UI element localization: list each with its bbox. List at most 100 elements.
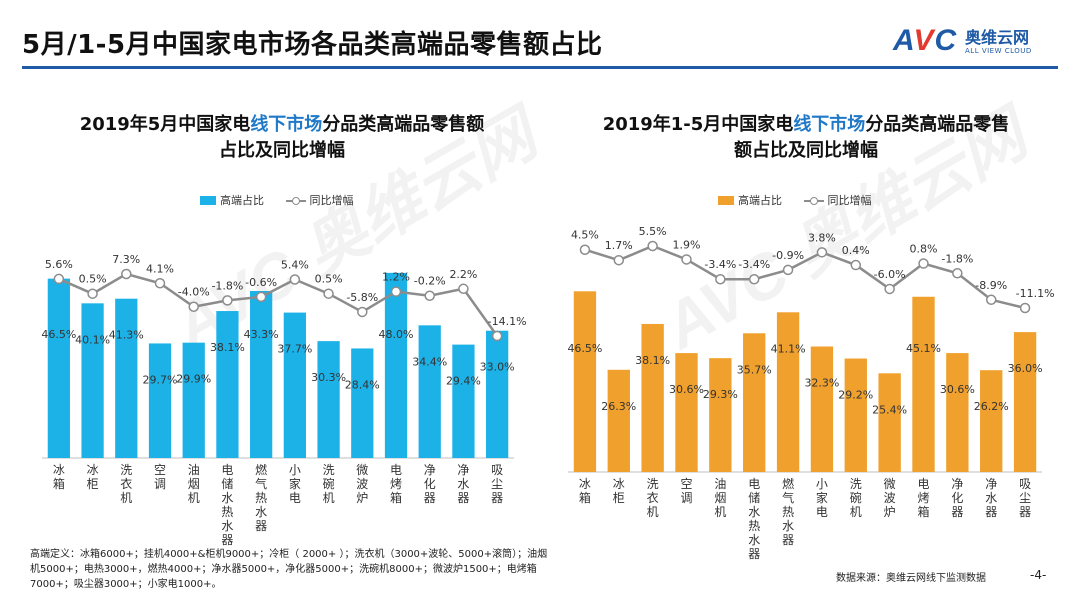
category-label-char: 波: [884, 491, 896, 505]
growth-value-label: -8.9%: [975, 279, 1007, 292]
category-label-char: 空: [154, 463, 166, 477]
category-label-char: 烟: [188, 477, 200, 491]
category-label-char: 器: [748, 547, 760, 561]
growth-value-label: 1.7%: [605, 239, 633, 252]
category-label-char: 净: [985, 477, 997, 491]
legend-swatch: [200, 195, 216, 205]
growth-value-label: 5.5%: [639, 225, 667, 238]
growth-point: [816, 247, 828, 258]
growth-point: [458, 283, 469, 295]
legend-label: 同比增幅: [827, 194, 872, 207]
category-label-char: 机: [714, 505, 726, 519]
category-label-char: 燃: [255, 462, 267, 477]
bar: [384, 272, 408, 458]
category-label: 吸尘器: [491, 463, 503, 505]
bar: [1013, 332, 1037, 472]
category-label-char: 水: [748, 505, 760, 519]
growth-point: [918, 258, 929, 269]
bar: [607, 369, 630, 472]
category-label-char: 洗: [647, 477, 659, 491]
bar: [115, 298, 138, 458]
page-title: 5月/1-5月中国家电市场各品类高端品零售额占比: [22, 30, 603, 60]
category-label-char: 小: [289, 463, 301, 477]
category-label-char: 家: [289, 476, 301, 491]
bar-value-label: 28.4%: [345, 378, 380, 391]
bar: [912, 296, 935, 472]
bar: [81, 303, 104, 458]
growth-point: [255, 291, 267, 303]
bar-value-label: 30.3%: [311, 371, 346, 384]
category-label-char: 热: [748, 519, 760, 533]
category-label-char: 尘: [491, 477, 503, 491]
growth-value-label: 0.5%: [79, 273, 107, 286]
category-label-char: 烟: [714, 491, 726, 505]
growth-value-label: 5.6%: [45, 258, 73, 271]
growth-value-label: 1.9%: [673, 238, 701, 251]
bar-value-label: 35.7%: [737, 363, 772, 376]
bar-value-label: 26.2%: [974, 400, 1009, 413]
growth-value-label: -0.6%: [245, 276, 277, 289]
category-label-char: 器: [491, 491, 503, 505]
category-label-char: 烤: [917, 490, 929, 505]
growth-line: [584, 244, 1026, 310]
legend-label: 高端占比: [220, 194, 264, 207]
brand-logo: AVC 奥维云网 ALL VIEW CLOUD: [893, 22, 1063, 62]
category-label-char: 箱: [917, 504, 929, 519]
category-label-char: 机: [323, 491, 335, 505]
category-label-char: 器: [782, 533, 794, 547]
legend-item-line: 同比增幅: [803, 192, 872, 208]
category-label: 空调: [680, 477, 692, 505]
growth-value-label: -1.8%: [941, 252, 973, 265]
category-label-char: 电: [748, 477, 760, 491]
bar-value-label: 48.0%: [379, 328, 414, 341]
category-label: 冰柜: [613, 477, 625, 505]
category-label-char: 储: [221, 476, 233, 491]
growth-value-label: 0.4%: [842, 244, 870, 257]
chart-panel-monthly: 2019年5月中国家电线下市场分品类高端品零售额占比及同比增幅 高端占比 同比增…: [32, 100, 532, 547]
category-label-char: 炉: [356, 491, 368, 505]
chart-title-highlight: 线下市场: [250, 114, 323, 135]
category-label-char: 燃: [782, 476, 794, 491]
growth-point: [715, 273, 726, 285]
chart-legend: 高端占比 同比增幅: [718, 192, 890, 208]
growth-point: [87, 288, 98, 299]
growth-value-label: 4.1%: [146, 262, 174, 275]
bar-value-label: 41.1%: [771, 342, 806, 355]
category-label: 净化器: [951, 477, 963, 519]
chart-title-prefix: 2019年1-5月中国家电: [602, 114, 794, 135]
growth-value-label: 5.4%: [281, 259, 309, 272]
category-label-char: 水: [221, 519, 233, 533]
category-label-char: 水: [782, 519, 794, 533]
category-label-char: 水: [255, 505, 267, 519]
growth-point: [884, 283, 895, 295]
category-label: 洗碗机: [323, 463, 335, 505]
category-label-char: 水: [457, 477, 469, 491]
bar: [47, 278, 70, 458]
growth-value-label: -0.2%: [414, 275, 446, 288]
growth-point: [613, 254, 625, 266]
bar-value-label: 37.7%: [277, 343, 312, 356]
category-label-char: 器: [255, 519, 267, 533]
bar: [641, 323, 664, 472]
growth-point: [357, 306, 368, 318]
category-label-char: 器: [424, 491, 436, 505]
category-label-char: 热: [255, 491, 267, 505]
bar-value-label: 26.3%: [601, 400, 636, 413]
footnote-definition: 高端定义：冰箱6000+；挂机4000+&柜机9000+；冷柜（ 2000+ ）…: [30, 549, 548, 590]
category-label: 小家电: [816, 477, 828, 519]
bar-value-label: 36.0%: [1008, 362, 1043, 375]
bar: [573, 291, 597, 472]
category-label-char: 波: [356, 477, 368, 491]
growth-value-label: 7.3%: [112, 253, 140, 266]
category-label: 微波炉: [884, 477, 896, 519]
category-label: 电烤箱: [917, 477, 929, 519]
category-label-char: 电: [221, 463, 233, 477]
growth-point: [491, 330, 503, 342]
bar-value-label: 46.5%: [567, 342, 602, 355]
bar-value-label: 30.6%: [940, 383, 975, 396]
category-label: 燃气热水器: [782, 476, 794, 547]
category-label: 燃气热水器: [255, 462, 267, 533]
category-label-char: 水: [985, 491, 997, 505]
category-label-char: 热: [221, 505, 233, 519]
category-label-char: 调: [154, 477, 166, 491]
